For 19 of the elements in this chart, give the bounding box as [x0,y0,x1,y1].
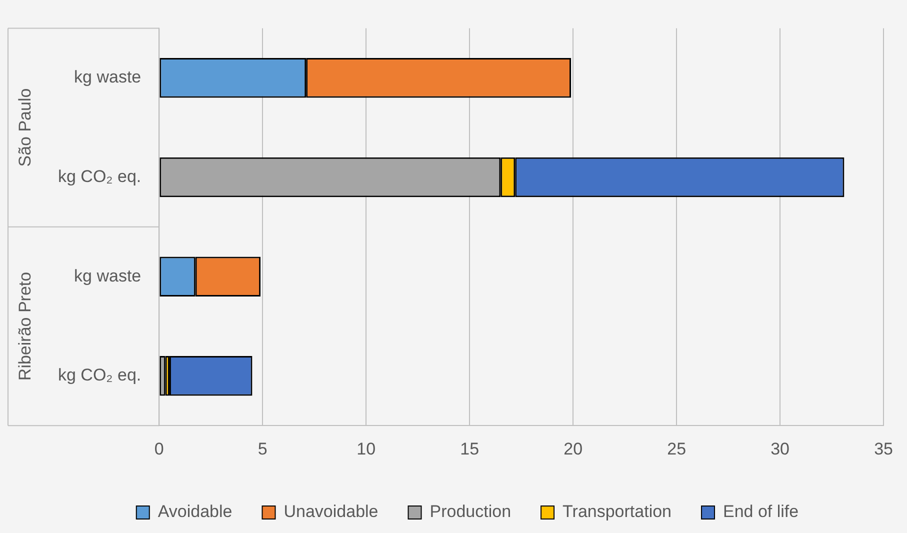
x-tick-label: 0 [154,439,164,458]
x-tick-label: 15 [460,439,480,458]
text: São Paulo [16,88,35,167]
x-tick-label: 35 [874,439,894,458]
x-tick-label: 30 [770,439,790,458]
y-tick-label: kg waste [74,266,142,286]
legend-label: Transportation [562,502,672,522]
y-tick-label: kg CO₂ eq. [58,366,142,385]
x-tick-label: 25 [667,439,686,458]
legend-label: Unavoidable [284,502,378,522]
legend-label: Avoidable [158,502,232,522]
x-tick-label: 5 [258,439,268,458]
x-tick-label: 20 [564,439,583,458]
y-tick-label: kg waste [74,68,142,87]
x-tick-label: 10 [356,439,376,458]
text: Ribeirão Preto [16,272,35,381]
legend-label: End of life [723,502,799,522]
y-tick-label: kg CO₂ eq. [58,166,142,186]
legend-label: Production [430,502,512,522]
